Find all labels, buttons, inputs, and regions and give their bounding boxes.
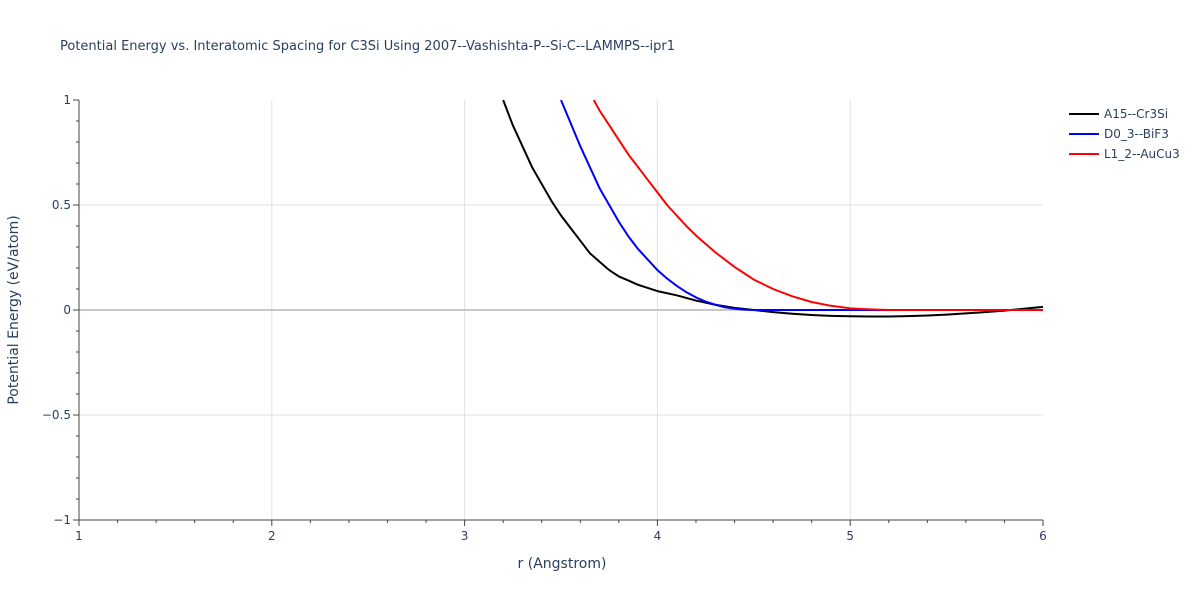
- legend-label: D0_3--BiF3: [1104, 127, 1169, 141]
- y-tick-label: 0.5: [52, 198, 71, 212]
- x-tick-label: 6: [1039, 529, 1047, 543]
- y-tick-label: 0: [63, 303, 71, 317]
- x-tick-label: 4: [654, 529, 662, 543]
- chart-title: Potential Energy vs. Interatomic Spacing…: [60, 39, 675, 54]
- y-axis-label: Potential Energy (eV/atom): [6, 215, 22, 404]
- x-tick-label: 3: [461, 529, 469, 543]
- x-ticks: 1 2 3 4 5 6: [75, 520, 1047, 543]
- x-tick-label: 5: [846, 529, 854, 543]
- series-line: [592, 100, 1043, 311]
- x-axis-label: r (Angstrom): [518, 556, 607, 572]
- y-ticks: −1 −0.5 0 0.5 1: [42, 93, 79, 527]
- legend-item[interactable]: A15--Cr3Si: [1069, 107, 1168, 121]
- legend-label: A15--Cr3Si: [1104, 107, 1168, 121]
- plot-area: [502, 100, 1043, 318]
- y-tick-label: −0.5: [42, 408, 71, 422]
- series-line: [502, 100, 1043, 318]
- legend[interactable]: A15--Cr3Si D0_3--BiF3 L1_2--AuCu3: [1069, 107, 1180, 161]
- series-line: [560, 100, 889, 311]
- y-tick-label: −1: [53, 513, 71, 527]
- legend-item[interactable]: L1_2--AuCu3: [1069, 147, 1180, 161]
- x-tick-label: 2: [268, 529, 276, 543]
- legend-label: L1_2--AuCu3: [1104, 147, 1180, 161]
- x-tick-label: 1: [75, 529, 83, 543]
- y-tick-label: 1: [63, 93, 71, 107]
- legend-item[interactable]: D0_3--BiF3: [1069, 127, 1169, 141]
